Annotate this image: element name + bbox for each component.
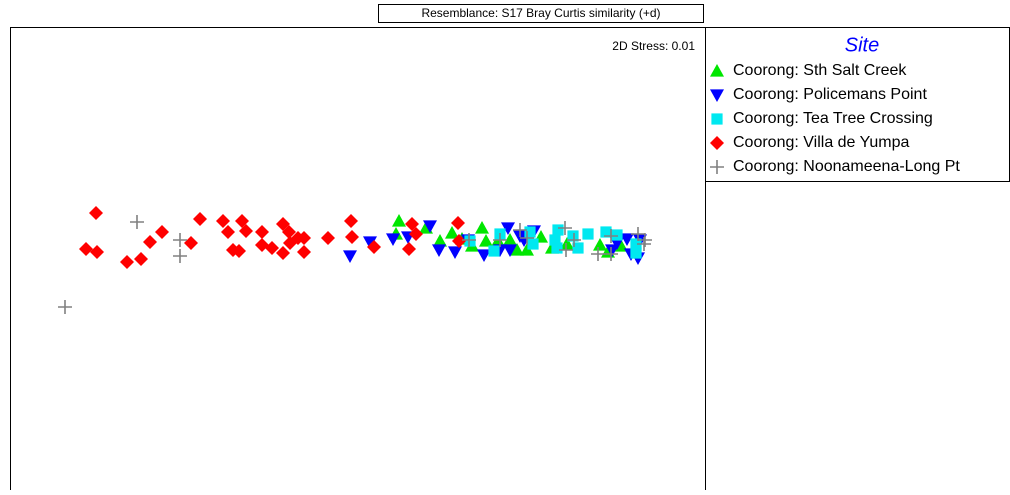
point	[559, 243, 573, 257]
point	[451, 216, 465, 230]
point	[445, 226, 459, 239]
legend-label: Coorong: Tea Tree Crossing	[733, 110, 933, 127]
legend-marker	[710, 160, 724, 174]
title-box	[378, 4, 704, 23]
point	[386, 233, 400, 246]
point	[265, 241, 279, 255]
legend-title: Site	[845, 34, 879, 56]
point	[79, 242, 93, 256]
point	[637, 237, 651, 251]
point	[402, 242, 416, 256]
point	[344, 214, 358, 228]
point	[452, 234, 466, 248]
point	[604, 247, 618, 261]
point	[363, 236, 377, 249]
point	[488, 245, 500, 257]
point	[232, 244, 246, 258]
point	[475, 221, 489, 234]
point	[479, 234, 493, 247]
point	[593, 238, 607, 251]
point	[221, 225, 235, 239]
point	[552, 224, 564, 236]
point	[409, 227, 423, 241]
point	[477, 249, 491, 262]
point	[143, 235, 157, 249]
point	[297, 245, 311, 259]
point	[367, 240, 381, 254]
legend-label: Coorong: Sth Salt Creek	[733, 62, 907, 79]
point	[630, 238, 642, 250]
point	[572, 242, 584, 254]
point	[321, 231, 335, 245]
point	[567, 230, 579, 242]
point	[560, 237, 574, 250]
point	[503, 244, 517, 257]
point	[276, 246, 290, 260]
point	[604, 229, 618, 243]
point	[631, 227, 645, 241]
point	[345, 230, 359, 244]
legend-marker	[711, 113, 723, 125]
legend-marker	[710, 64, 724, 77]
point	[503, 233, 517, 246]
point	[89, 206, 103, 220]
legend-marker	[710, 136, 724, 150]
point	[193, 212, 207, 226]
point	[216, 214, 230, 228]
point	[239, 224, 253, 238]
point	[527, 238, 539, 250]
point	[520, 243, 534, 256]
point	[297, 231, 311, 245]
point	[630, 247, 642, 259]
point	[255, 225, 269, 239]
point	[549, 234, 561, 246]
point	[423, 220, 437, 233]
point	[392, 214, 406, 227]
point	[120, 255, 134, 269]
point	[620, 233, 634, 246]
point	[173, 249, 187, 263]
point	[134, 252, 148, 266]
point	[600, 226, 612, 238]
legend-marker	[710, 89, 724, 102]
point	[432, 244, 446, 257]
legend-label: Coorong: Policemans Point	[733, 86, 927, 103]
point	[433, 234, 447, 247]
point	[510, 243, 524, 256]
point	[591, 247, 605, 261]
point	[282, 225, 296, 239]
point	[464, 235, 476, 247]
point	[184, 236, 198, 250]
point	[58, 300, 72, 314]
point	[611, 229, 623, 241]
point	[448, 246, 462, 259]
chart-title: Resemblance: S17 Bray Curtis similarity …	[421, 6, 660, 20]
point	[173, 233, 187, 247]
point	[558, 221, 572, 235]
point	[343, 250, 357, 263]
stress-annotation: 2D Stress: 0.01	[612, 39, 695, 53]
point	[605, 244, 619, 257]
legend-label: Coorong: Noonameena-Long Pt	[733, 158, 960, 175]
point	[155, 225, 169, 239]
point	[513, 223, 527, 237]
point	[501, 222, 515, 235]
point	[520, 231, 534, 245]
legend-label: Coorong: Villa de Yumpa	[733, 134, 910, 151]
point	[130, 215, 144, 229]
point	[524, 226, 536, 238]
point	[90, 245, 104, 259]
point	[567, 233, 581, 247]
point	[493, 233, 507, 247]
point	[582, 228, 594, 240]
point	[462, 233, 476, 247]
